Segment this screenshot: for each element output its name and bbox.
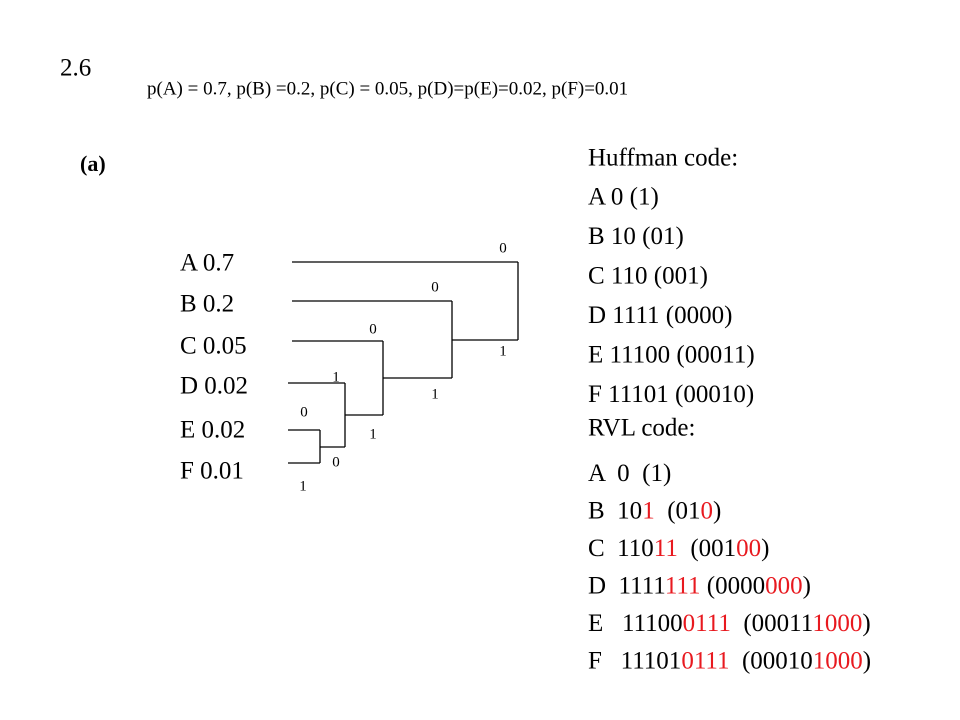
symbol-label: B 0.2 — [180, 291, 234, 318]
rvl-part: B 10 — [588, 497, 642, 524]
symbol-label: C 0.05 — [180, 333, 247, 360]
rvl-part: ) — [713, 497, 721, 524]
branch-label: 1 — [499, 343, 507, 359]
branch-label: 0 — [431, 279, 439, 295]
tree — [288, 261, 519, 464]
rvl-part: (00011 — [731, 610, 812, 637]
rvl-part: 000 — [765, 572, 803, 599]
rvl-part: 1000 — [812, 610, 862, 637]
rvl-part: 0111 — [681, 647, 729, 674]
probabilities: p(A) = 0.7, p(B) =0.2, p(C) = 0.05, p(D)… — [147, 78, 628, 99]
part-label: (a) — [80, 151, 106, 176]
section-number: 2.6 — [60, 55, 91, 82]
symbol-label: E 0.02 — [180, 417, 245, 444]
rvl-line: B 101 (010) — [588, 497, 721, 524]
rvl-part: ) — [761, 535, 769, 562]
rvl-line: A 0 (1) — [588, 460, 671, 487]
branch-label: 1 — [431, 386, 439, 402]
branch-label: 0 — [300, 404, 308, 420]
symbol-label: A 0.7 — [180, 250, 234, 277]
rvl-line: E 111000111 (000111000) — [588, 610, 871, 637]
huffman-line: B 10 (01) — [588, 223, 684, 250]
branch-label: 1 — [369, 426, 377, 442]
rvl-part: 11 — [654, 535, 678, 562]
rvl-part: F 11101 — [588, 647, 681, 674]
rvl-line: D 1111111 (0000000) — [588, 572, 811, 599]
rvl-part: 111 — [665, 572, 701, 599]
rvl-part: ) — [862, 610, 870, 637]
rvl-part: 1000 — [813, 647, 863, 674]
rvl-part: C 110 — [588, 535, 654, 562]
rvl-part: (0000 — [701, 572, 766, 599]
huffman-line: F 11101 (00010) — [588, 381, 754, 408]
rvl-part: ) — [803, 572, 811, 599]
rvl-part: 00 — [736, 535, 761, 562]
rvl-line: C 11011 (00100) — [588, 535, 769, 562]
huffman-line: D 1111 (0000) — [588, 302, 732, 329]
rvl-part: (00010 — [729, 647, 812, 674]
huffman-line: C 110 (001) — [588, 263, 708, 290]
rvl-part: E 11100 — [588, 610, 683, 637]
rvl-part: 1 — [642, 497, 655, 524]
rvl-part: D 1111 — [588, 572, 665, 599]
huffman-line: E 11100 (00011) — [588, 342, 755, 369]
rvl-title: RVL code: — [588, 415, 695, 442]
branch-label: 1 — [332, 369, 340, 385]
branch-label: 0 — [499, 240, 507, 256]
huffman-title: Huffman code: — [588, 145, 738, 172]
symbol-label: D 0.02 — [180, 373, 248, 400]
rvl-part: A 0 (1) — [588, 460, 671, 487]
rvl-part: ) — [863, 647, 871, 674]
branch-label: 1 — [299, 478, 307, 494]
branch-label: 0 — [369, 321, 377, 337]
rvl-line: F 111010111 (000101000) — [588, 647, 871, 674]
huffman-line: A 0 (1) — [588, 184, 659, 211]
rvl-part: (001 — [678, 535, 736, 562]
branch-label: 0 — [332, 454, 340, 470]
rvl-part: 0111 — [683, 610, 731, 637]
symbol-label: F 0.01 — [180, 458, 244, 485]
rvl-part: 0 — [701, 497, 714, 524]
rvl-part: (01 — [655, 497, 701, 524]
